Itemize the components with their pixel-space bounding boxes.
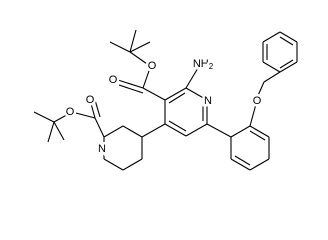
atom-label: N <box>204 95 212 107</box>
bonds <box>33 29 298 171</box>
atom-subscript: 2 <box>209 62 214 71</box>
atom-label: O <box>109 74 118 86</box>
atom-label: N <box>98 143 106 155</box>
atom-label: NH <box>193 58 209 70</box>
atom-label: O <box>66 106 75 118</box>
atom-label: O <box>86 94 95 106</box>
atom-label: O <box>253 95 262 107</box>
atom-label: NH2 <box>193 58 214 71</box>
atom-label: O <box>148 60 157 72</box>
atom-labels: O O NH2 N O O O N <box>63 55 264 157</box>
structure: O O NH2 N O O O N <box>33 29 298 171</box>
